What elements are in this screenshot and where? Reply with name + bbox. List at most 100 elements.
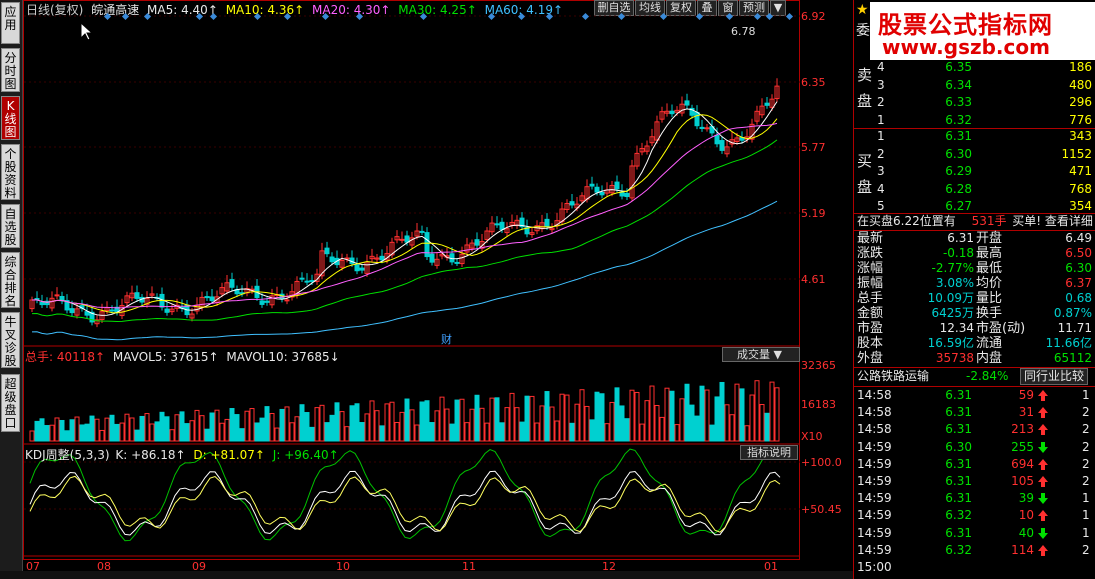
forecast-button[interactable]: 预测 [739, 0, 769, 16]
candle-body [669, 110, 675, 115]
candle-body [299, 277, 305, 280]
chart-header: 日线(复权) 皖通高速 MA5: 4.40↑ MA10: 4.36↑ MA20:… [26, 1, 563, 18]
moving-average-line [31, 200, 778, 341]
candle-body [354, 264, 360, 272]
divider [854, 386, 1095, 387]
tick-count: 2 [1082, 542, 1090, 557]
event-marker [753, 12, 762, 21]
moving-average-line [31, 122, 778, 309]
sector-name: 公路铁路运输 [857, 369, 930, 383]
adjust-button[interactable]: 复权 [666, 0, 696, 16]
tick-time: 14:59 [857, 439, 892, 454]
sell-price[interactable]: 6.32 [945, 112, 972, 127]
sector-row[interactable]: 公路铁路运输 [857, 368, 929, 385]
kline-chart[interactable] [24, 0, 800, 560]
volume-bar [79, 424, 85, 442]
tick-price: 6.31 [945, 474, 972, 488]
volume-bar [74, 416, 80, 442]
buy-price[interactable]: 6.27 [945, 199, 972, 213]
candle-body [464, 244, 470, 253]
candle-body [659, 111, 665, 120]
indicator-dropdown[interactable]: 成交量 ▼ [722, 347, 800, 362]
tab-intraday[interactable]: 分时图 [1, 48, 20, 92]
volume-bar [119, 422, 125, 442]
candle-body [544, 218, 550, 227]
sell-price[interactable]: 6.34 [945, 77, 972, 92]
volume-bar [234, 414, 240, 442]
candle-body [359, 267, 365, 271]
volume-bar [64, 430, 70, 442]
overlay-button[interactable]: 叠 [697, 0, 717, 16]
tab-ranking[interactable]: 综合排名 [1, 252, 20, 308]
volume-bar [414, 424, 420, 442]
volume-bar [594, 391, 600, 442]
star-icon[interactable]: ★ [856, 2, 869, 18]
event-marker [419, 12, 428, 21]
tick-price: 6.31 [945, 491, 972, 506]
tab-stock-profile[interactable]: 个股资料 [1, 144, 20, 200]
candle-body [69, 308, 75, 314]
volume-bar [279, 408, 285, 442]
quote-value: 0.68 [1065, 291, 1092, 305]
industry-compare-button[interactable]: 同行业比较 [1020, 368, 1089, 385]
tick-time: 14:59 [857, 474, 892, 488]
tab-kline[interactable]: K线图 [1, 96, 20, 140]
tick-count: 2 [1082, 456, 1090, 471]
tab-apps[interactable]: 应用 [1, 2, 20, 44]
event-marker [209, 12, 218, 21]
tab-super-quote[interactable]: 超级盘口 [1, 374, 20, 432]
volume-bar [179, 411, 185, 442]
tick-count: 2 [1082, 439, 1090, 454]
buy-price[interactable]: 6.29 [945, 164, 972, 178]
volume-bar [149, 423, 155, 442]
volume-bar [544, 391, 550, 442]
sell-price[interactable]: 6.33 [945, 95, 972, 109]
candle-body [764, 102, 770, 106]
price-tick: 4.61 [801, 273, 826, 286]
x-tick: 09 [192, 560, 206, 573]
candle-body [454, 261, 460, 264]
volume-bar [99, 429, 105, 442]
volume-bar [104, 417, 110, 442]
volume-bar [664, 387, 670, 442]
quote-label: 外盘 [857, 351, 884, 366]
volume-bar [424, 400, 430, 442]
tick-volume: 255 [1011, 439, 1034, 454]
volume-bar [579, 389, 585, 442]
volume-bar [699, 385, 705, 442]
indicator-explain-button[interactable]: 指标说明 [740, 445, 798, 460]
volume-bar [204, 428, 210, 442]
tab-diagnosis[interactable]: 牛叉诊股 [1, 312, 20, 368]
buy-price[interactable]: 6.28 [945, 181, 972, 196]
kdj-tick: +50.45 [801, 503, 842, 516]
volume-bar [254, 422, 260, 442]
volume-bar [659, 416, 665, 442]
candle-body [324, 247, 330, 255]
volume-bar [619, 405, 625, 442]
candle-body [394, 236, 400, 241]
tab-watchlist[interactable]: 自选股 [1, 204, 20, 248]
candle-body [639, 148, 645, 153]
period-label[interactable]: 日线(复权) [26, 3, 84, 17]
candle-body [319, 250, 325, 277]
arrow-up-icon [1038, 544, 1048, 556]
buy-price[interactable]: 6.30 [945, 146, 972, 161]
candle-body [724, 146, 730, 155]
candle-body [329, 256, 335, 263]
toolbar-dropdown-button[interactable]: ▼ [770, 0, 786, 16]
big-order-notice[interactable]: 在买盘6.22位置有 531手 买单! 查看详细 [857, 214, 1093, 228]
arrow-up-icon [1038, 458, 1048, 470]
buy-price[interactable]: 6.31 [945, 129, 972, 143]
finance-marker[interactable]: 财 [441, 333, 452, 346]
quote-label: 总手 [857, 291, 884, 306]
volume-bar [484, 422, 490, 442]
high-annotation: 6.78 [731, 25, 756, 38]
quote-value: 6.31 [947, 231, 974, 245]
buy-volume: 768 [1069, 181, 1092, 196]
sell-price[interactable]: 6.35 [945, 60, 972, 74]
arrow-up-icon [1038, 476, 1048, 487]
volume-bar [304, 412, 310, 442]
remove-watchlist-button[interactable]: 删自选 [594, 0, 634, 16]
quote-value: 6.50 [1065, 246, 1092, 260]
volume-bar [464, 422, 470, 442]
